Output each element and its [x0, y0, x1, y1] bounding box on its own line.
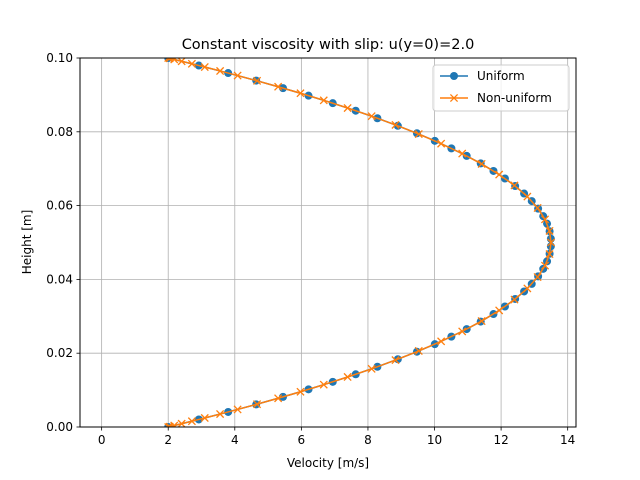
data-point [495, 306, 504, 315]
data-point [523, 284, 532, 293]
x-tick-label: 0 [98, 433, 106, 447]
data-point [319, 380, 328, 389]
series-layer [164, 58, 556, 427]
data-point [458, 327, 467, 336]
data-point [177, 419, 186, 427]
x-tick-label: 4 [231, 433, 239, 447]
data-point [253, 400, 262, 409]
data-point [545, 226, 554, 235]
data-point [164, 422, 173, 427]
x-tick-label: 14 [560, 433, 575, 447]
data-point [233, 405, 242, 414]
data-point [414, 129, 423, 139]
data-point [319, 96, 328, 105]
data-point [170, 58, 179, 64]
axis-ticks: 0 2 4 6 8 10 12 14 0.00 0.02 0.04 0.06 0.08 0.10 [46, 51, 575, 447]
data-point [233, 71, 242, 80]
legend-label: Uniform [477, 69, 525, 83]
data-point [343, 103, 352, 113]
data-point [343, 372, 352, 382]
legend-marker [449, 93, 459, 103]
data-point [200, 413, 209, 423]
legend-marker [450, 72, 458, 80]
chart-title: Constant viscosity with slip: u(y=0)=2.0 [182, 37, 475, 53]
legend-label: Non-uniform [477, 91, 552, 105]
data-point [510, 295, 519, 304]
data-point [274, 82, 283, 91]
y-tick-label: 0.00 [46, 420, 73, 434]
data-point [545, 250, 554, 259]
data-point [540, 215, 550, 224]
data-point [391, 356, 400, 365]
x-axis-label: Velocity [m/s] [287, 456, 369, 470]
data-point [437, 139, 446, 148]
series-non-uniform [164, 58, 556, 427]
data-point [177, 58, 186, 66]
data-point [187, 417, 196, 426]
data-point [216, 409, 225, 419]
y-axis-label: Height [m] [20, 210, 34, 275]
legend: Uniform Non-uniform [432, 64, 570, 112]
x-tick-label: 6 [298, 433, 306, 447]
y-tick-label: 0.10 [46, 51, 73, 65]
data-point [414, 346, 423, 356]
data-point [170, 421, 179, 427]
data-point [187, 59, 196, 68]
data-point [437, 337, 446, 346]
y-tick-label: 0.06 [46, 199, 73, 213]
data-point [274, 394, 283, 403]
plot-frame [79, 57, 577, 428]
data-point [200, 62, 209, 72]
x-tick-label: 10 [427, 433, 442, 447]
y-tick-label: 0.02 [46, 346, 73, 360]
x-tick-label: 8 [364, 433, 372, 447]
data-point [164, 58, 173, 63]
y-tick-label: 0.04 [46, 272, 73, 286]
data-point [523, 192, 532, 201]
legend-item: Non-uniform [440, 91, 552, 105]
data-point [458, 149, 467, 158]
y-tick-label: 0.08 [46, 125, 73, 139]
data-point [296, 387, 305, 396]
data-point [477, 159, 486, 169]
data-point [495, 170, 504, 179]
data-point [391, 120, 400, 129]
data-point [253, 76, 262, 85]
data-point [477, 316, 486, 326]
x-tick-label: 2 [164, 433, 172, 447]
data-point [367, 112, 376, 121]
data-point [546, 238, 556, 247]
legend-item: Uniform [440, 69, 525, 83]
data-point [367, 364, 376, 373]
data-point [533, 273, 542, 282]
data-point [296, 89, 305, 98]
x-tick-label: 12 [493, 433, 508, 447]
data-point [510, 181, 519, 190]
data-point [533, 203, 542, 212]
data-point [540, 261, 550, 270]
data-point [216, 66, 225, 76]
